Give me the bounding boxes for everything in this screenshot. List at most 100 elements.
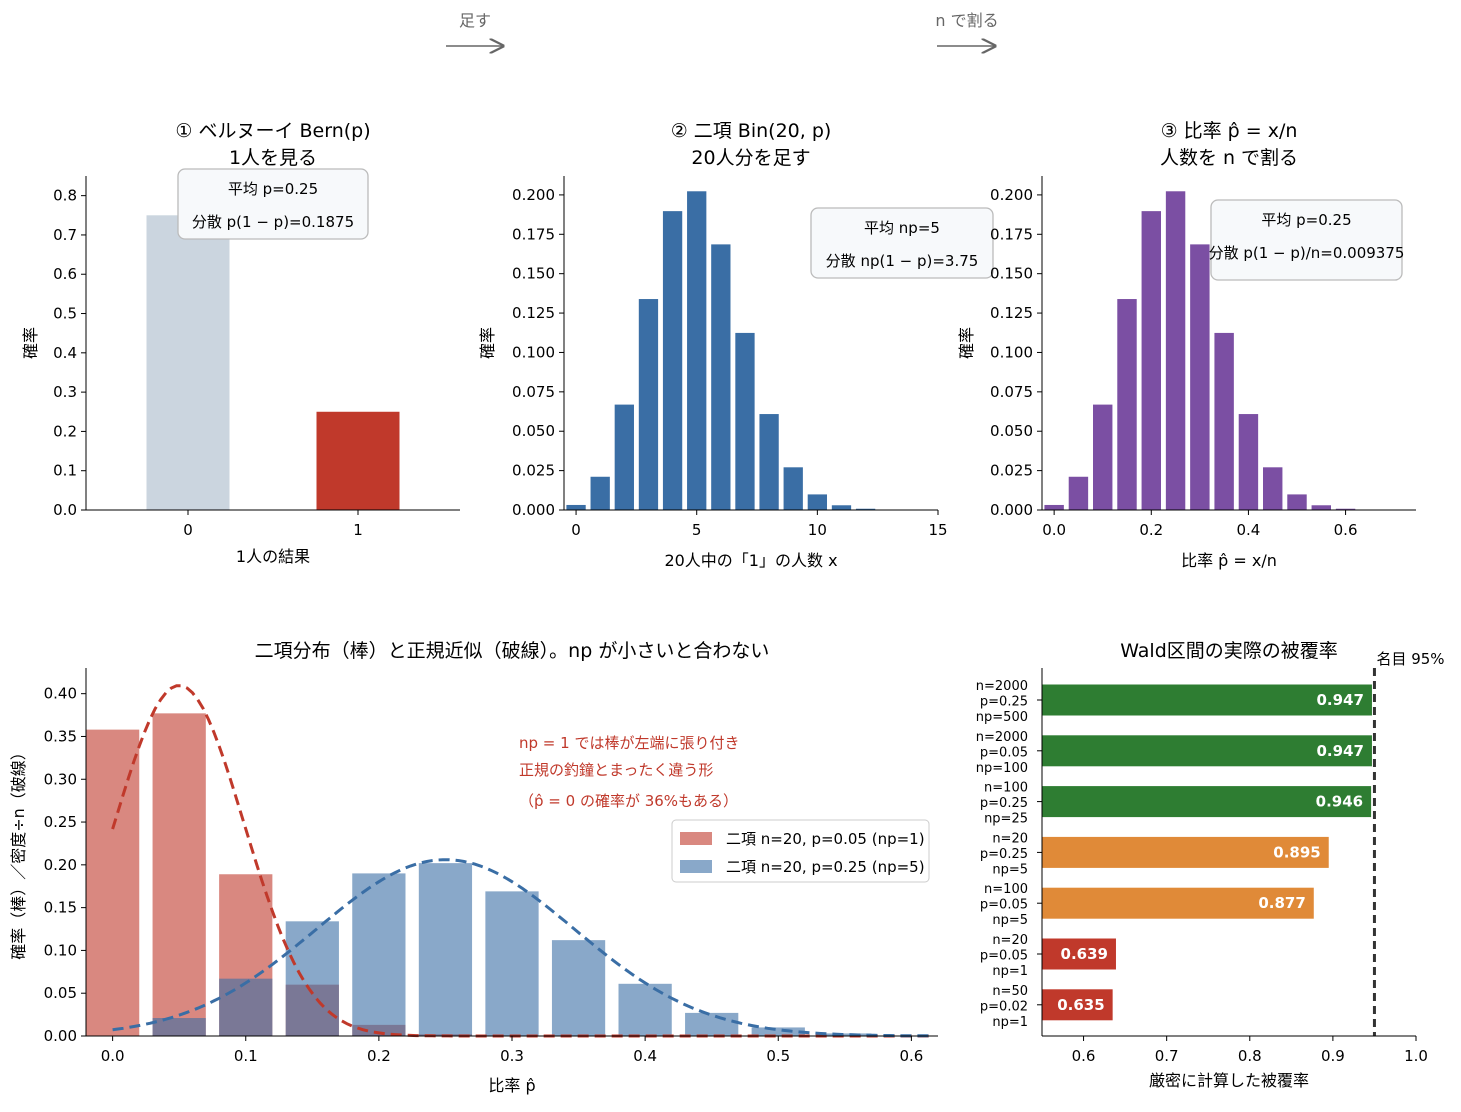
coverage-value-5: 0.877 — [1258, 894, 1305, 912]
x-axis-label: 20人中の「1」の人数 x — [664, 551, 837, 570]
x-tick-label: 0.8 — [1238, 1047, 1262, 1065]
info-box — [1210, 199, 1403, 281]
coverage-label-5-line-2: p=0.05 — [980, 898, 1028, 913]
y-tick-label: 0.075 — [990, 383, 1033, 401]
coverage-label-2-line-2: p=0.05 — [980, 745, 1028, 760]
bar-x-2 — [614, 404, 634, 510]
x-axis-label: 比率 p̂ = x/n — [1181, 551, 1277, 570]
y-tick-label: 0.00 — [44, 1027, 77, 1045]
y-tick-label: 0.0 — [53, 501, 77, 519]
coverage-value-2: 0.947 — [1316, 742, 1363, 760]
coverage-bar-6 — [1042, 938, 1116, 970]
bar-series-2-x-0.5 — [751, 1027, 805, 1036]
y-tick-label: 0.4 — [53, 344, 77, 362]
x-axis-label: 厳密に計算した被覆率 — [1149, 1071, 1309, 1090]
info-mean: 平均 p=0.25 — [228, 180, 318, 198]
bar-x-9 — [783, 467, 803, 510]
panel-normal-approx: 二項分布（棒）と正規近似（破線）。np が小さいと合わない 0.00 0.05 0.1… — [9, 640, 938, 1095]
y-tick-label: 0.20 — [44, 856, 77, 874]
bar-series-2-x-0.2 — [352, 873, 406, 1036]
coverage-label-3-line-1: n=100 — [984, 781, 1028, 796]
info-box — [177, 168, 369, 240]
bar-x-0.3 — [1190, 244, 1210, 510]
x-tick-label: 0.5 — [766, 1047, 790, 1065]
bar-0 — [146, 215, 230, 510]
y-tick-label: 0.150 — [990, 265, 1033, 283]
y-tick-label: 0.075 — [512, 383, 555, 401]
y-axis-label: 確率（棒）／密度÷n（破線） — [9, 744, 28, 960]
legend — [671, 819, 930, 883]
coverage-label-3-line-2: p=0.25 — [980, 796, 1028, 811]
x-tick-label: 0.0 — [101, 1047, 125, 1065]
y-tick-label: 0.050 — [990, 422, 1033, 440]
coverage-label-4-line-2: p=0.25 — [980, 847, 1028, 862]
flow-step-2: n で割る — [935, 11, 999, 46]
y-tick-label: 0.175 — [512, 225, 555, 243]
coverage-bar-5 — [1042, 887, 1314, 919]
bar-x-0.2 — [1141, 211, 1161, 510]
x-tick-label: 0.4 — [1236, 521, 1260, 539]
x-tick-label: 1.0 — [1404, 1047, 1428, 1065]
y-tick-label: 0.40 — [44, 685, 77, 703]
x-tick-label: 0.2 — [367, 1047, 391, 1065]
y-tick-label: 0.000 — [512, 501, 555, 519]
panel-subtitle: 人数を n で割る — [1160, 147, 1298, 169]
bar-x-6 — [711, 244, 731, 510]
y-tick-label: 0.8 — [53, 187, 77, 205]
legend-swatch-2 — [680, 860, 712, 873]
y-tick-label: 0.3 — [53, 383, 77, 401]
coverage-bar-2 — [1042, 735, 1372, 767]
x-tick-label: 0.1 — [234, 1047, 258, 1065]
info-mean: 平均 p=0.25 — [1261, 211, 1351, 229]
info-box — [810, 207, 994, 279]
bar-x-0.45 — [1263, 467, 1283, 510]
coverage-label-6-line-3: np=1 — [992, 964, 1028, 979]
coverage-label-1-line-3: np=500 — [976, 710, 1028, 725]
bar-x-0.6 — [1335, 508, 1356, 510]
bar-x-12 — [855, 508, 876, 510]
bar-x-0.15 — [1117, 299, 1137, 510]
y-tick-label: 0.35 — [44, 727, 77, 745]
x-tick-label: 5 — [692, 521, 702, 539]
y-tick-label: 0.000 — [990, 501, 1033, 519]
flow-step-2-label: n で割る — [935, 11, 998, 30]
y-tick-label: 0.100 — [990, 343, 1033, 361]
flow-step-1: 足す — [446, 11, 503, 46]
bar-x-1 — [590, 476, 610, 510]
y-axis-label: 確率 — [478, 327, 497, 359]
annotation-line-2: 正規の釣鐘とまったく違う形 — [519, 761, 713, 779]
bar-x-11 — [831, 505, 852, 510]
bar-series-2-x-0.45 — [685, 1012, 739, 1036]
coverage-label-2-line-1: n=2000 — [976, 730, 1028, 745]
y-tick-label: 0.125 — [990, 304, 1033, 322]
y-tick-label: 0.200 — [512, 186, 555, 204]
x-tick-label: 0.9 — [1321, 1047, 1345, 1065]
coverage-label-1-line-2: p=0.25 — [980, 695, 1028, 710]
coverage-value-6: 0.639 — [1061, 945, 1108, 963]
bar-x-10 — [807, 494, 828, 510]
y-tick-label: 0.7 — [53, 226, 77, 244]
info-variance: 分散 np(1 − p)=3.75 — [826, 252, 979, 270]
coverage-label-4-line-3: np=5 — [992, 862, 1028, 877]
x-tick-label: 0.6 — [899, 1047, 923, 1065]
x-tick-label: 0.2 — [1139, 521, 1163, 539]
bar-x-0.1 — [1093, 404, 1113, 510]
x-tick-label: 10 — [808, 521, 827, 539]
coverage-label-7-line-1: n=50 — [992, 984, 1028, 999]
panel-binomial: ② 二項 Bin(20, p) 20人分を足す 0.000 0.025 0.050 0.0… — [478, 120, 994, 570]
bar-x-0.35 — [1214, 332, 1234, 510]
bar-series-2-x-0.35 — [551, 940, 606, 1036]
bar-series-2-x-0.05 — [152, 1018, 206, 1036]
bar-x-5 — [687, 191, 707, 510]
bar-x-0 — [566, 504, 586, 510]
y-tick-label: 0.125 — [512, 304, 555, 322]
x-tick-label: 15 — [928, 521, 947, 539]
x-tick-label: 0 — [183, 521, 193, 539]
coverage-label-3-line-3: np=25 — [984, 812, 1028, 827]
normal-curve-series-2 — [112, 858, 933, 1038]
coverage-label-6-line-2: p=0.05 — [980, 949, 1028, 964]
coverage-value-4: 0.895 — [1273, 843, 1320, 861]
y-tick-label: 0.5 — [53, 305, 77, 323]
info-variance: 分散 p(1 − p)/n=0.009375 — [1209, 244, 1405, 262]
